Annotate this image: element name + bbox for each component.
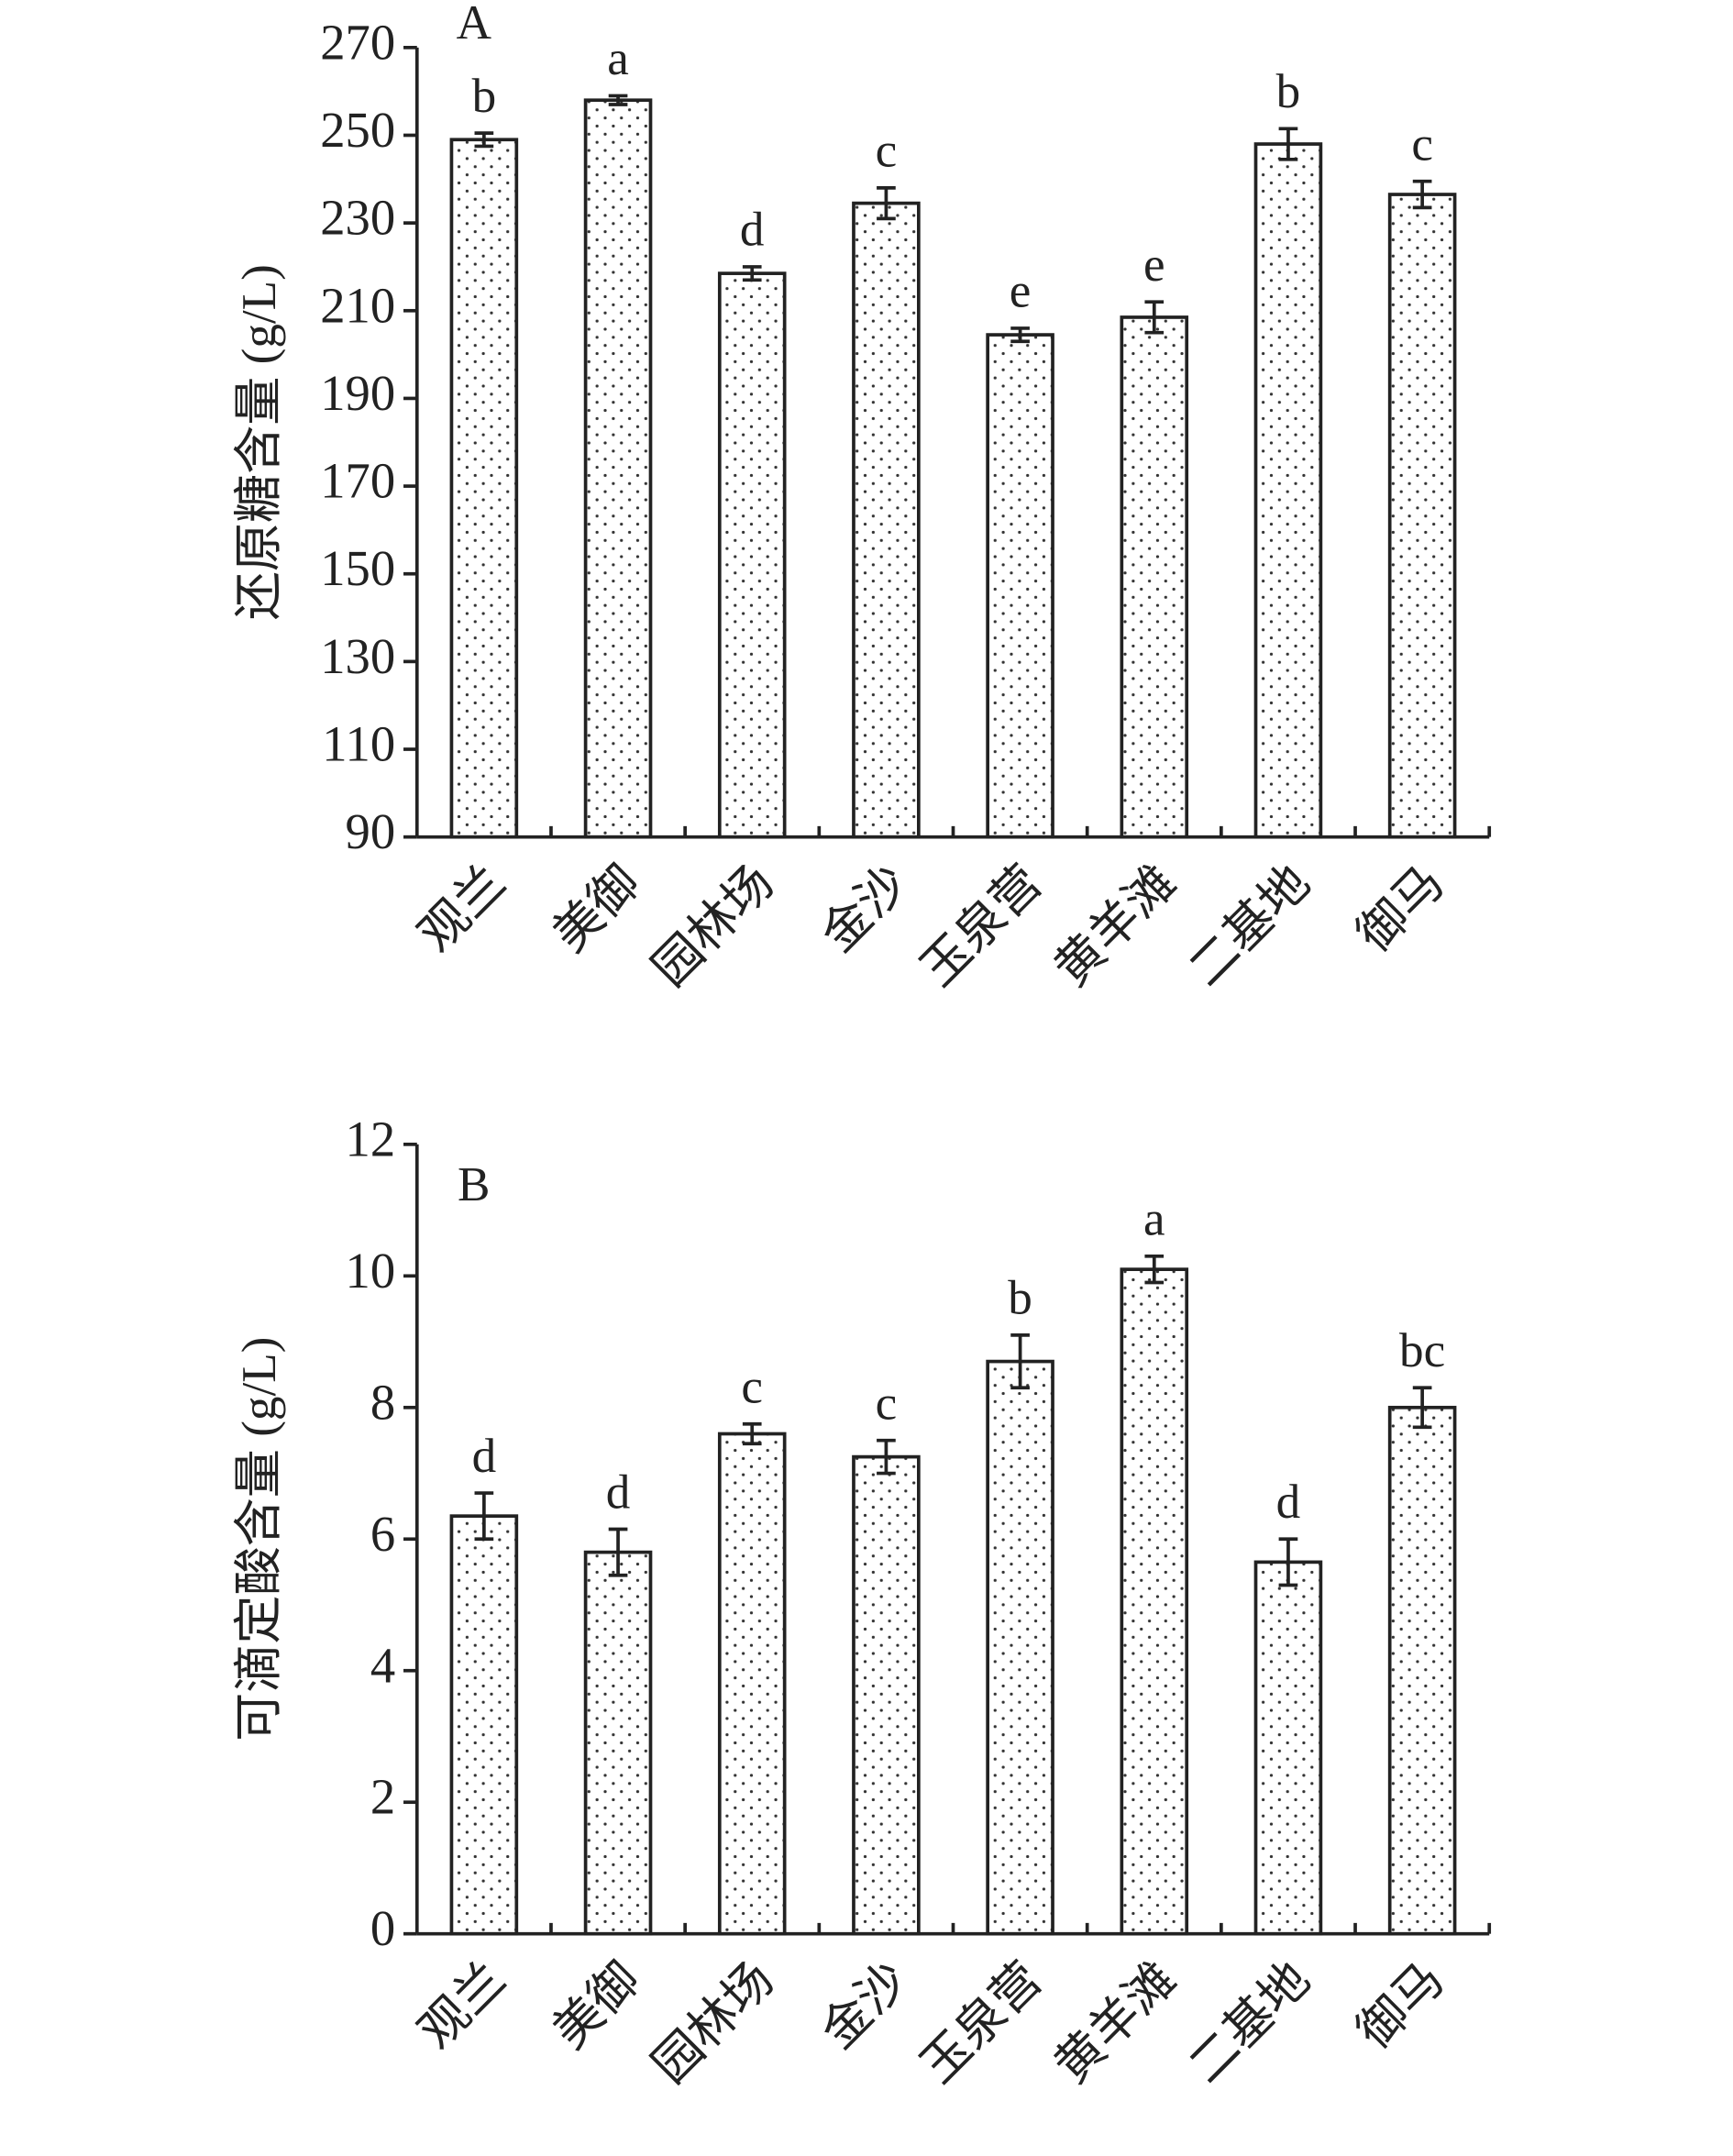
significance-label: d bbox=[740, 204, 765, 257]
x-tick-label: 金沙 bbox=[811, 1952, 918, 2059]
error-bar bbox=[742, 265, 762, 282]
error-bar bbox=[1278, 127, 1298, 161]
bar bbox=[717, 271, 787, 839]
bar bbox=[1253, 142, 1323, 839]
y-axis-label: 可滴定酸含量 (g/L) bbox=[233, 1337, 286, 1741]
y-tick-label: 150 bbox=[320, 540, 395, 596]
x-tick-label: 玉泉营 bbox=[911, 1952, 1053, 2094]
y-tick-label: 90 bbox=[346, 803, 396, 859]
x-tick-label: 玉泉营 bbox=[911, 856, 1053, 997]
significance-label: b bbox=[1008, 1272, 1032, 1325]
error-bar bbox=[1412, 179, 1432, 210]
y-tick-label: 250 bbox=[320, 102, 395, 158]
error-bar bbox=[1412, 1386, 1432, 1430]
y-tick-label: 270 bbox=[320, 14, 395, 70]
x-tick-label: 观兰 bbox=[410, 856, 516, 962]
y-tick-label: 0 bbox=[370, 1900, 395, 1956]
bar bbox=[583, 1550, 653, 1936]
significance-label: c bbox=[876, 125, 898, 178]
y-tick-label: 110 bbox=[322, 716, 395, 772]
panel-label: B bbox=[458, 1158, 490, 1211]
error-bar bbox=[608, 1527, 628, 1577]
error-bar bbox=[877, 1438, 896, 1476]
y-tick-label: 130 bbox=[320, 628, 395, 684]
error-bar bbox=[1144, 1254, 1165, 1285]
error-bar bbox=[474, 131, 494, 149]
x-tick-label: 二基地 bbox=[1179, 1952, 1320, 2094]
significance-label: b bbox=[1276, 65, 1301, 118]
significance-label: bc bbox=[1399, 1324, 1445, 1377]
significance-label: c bbox=[1411, 117, 1433, 171]
significance-label: e bbox=[1010, 265, 1032, 318]
bar bbox=[717, 1432, 787, 1936]
error-bar bbox=[742, 1421, 762, 1446]
error-bar bbox=[1144, 300, 1165, 335]
significance-label: b bbox=[472, 70, 497, 123]
bar bbox=[449, 1514, 519, 1936]
y-tick-label: 4 bbox=[370, 1637, 395, 1693]
y-tick-label: 8 bbox=[370, 1374, 395, 1430]
significance-label: d bbox=[1276, 1476, 1301, 1529]
error-bar bbox=[608, 94, 628, 106]
error-bar bbox=[1010, 1333, 1030, 1390]
bar bbox=[986, 333, 1054, 839]
significance-label: c bbox=[741, 1360, 763, 1413]
bar bbox=[852, 201, 921, 839]
x-tick-label: 园林场 bbox=[643, 1952, 784, 2094]
x-tick-label: 黄羊滩 bbox=[1045, 1952, 1187, 2094]
y-axis-label: 还原糖含量 (g/L) bbox=[233, 264, 286, 620]
y-tick-label: 10 bbox=[346, 1243, 396, 1299]
y-tick-label: 190 bbox=[320, 365, 395, 421]
error-bar bbox=[877, 186, 896, 221]
x-tick-label: 二基地 bbox=[1179, 856, 1320, 997]
bar bbox=[1120, 315, 1189, 839]
y-tick-label: 230 bbox=[320, 190, 395, 246]
bar bbox=[986, 1359, 1054, 1936]
error-bar bbox=[1278, 1537, 1298, 1587]
y-tick-label: 170 bbox=[320, 453, 395, 509]
bar bbox=[1387, 193, 1457, 839]
significance-label: d bbox=[472, 1430, 497, 1483]
bar bbox=[1387, 1405, 1457, 1936]
bar bbox=[583, 98, 653, 839]
bar bbox=[1120, 1267, 1189, 1936]
y-tick-label: 12 bbox=[346, 1111, 396, 1166]
significance-label: e bbox=[1143, 238, 1165, 292]
significance-label: c bbox=[876, 1377, 898, 1430]
x-tick-label: 御马 bbox=[1348, 1952, 1454, 2059]
x-tick-label: 黄羊滩 bbox=[1045, 856, 1187, 997]
x-tick-label: 美御 bbox=[544, 1952, 650, 2059]
error-bar bbox=[1010, 326, 1030, 344]
significance-label: a bbox=[607, 32, 629, 85]
bar bbox=[449, 138, 519, 839]
bar bbox=[1253, 1560, 1323, 1936]
x-tick-label: 御马 bbox=[1348, 856, 1454, 962]
y-tick-label: 210 bbox=[320, 277, 395, 333]
y-tick-label: 6 bbox=[370, 1506, 395, 1562]
bar bbox=[852, 1454, 921, 1936]
x-tick-label: 观兰 bbox=[410, 1952, 516, 2059]
significance-label: a bbox=[1143, 1193, 1165, 1246]
panel-label: A bbox=[457, 0, 491, 50]
x-tick-label: 园林场 bbox=[643, 856, 784, 997]
error-bar bbox=[474, 1491, 494, 1542]
x-tick-label: 美御 bbox=[544, 856, 650, 962]
y-tick-label: 2 bbox=[370, 1769, 395, 1825]
x-tick-label: 金沙 bbox=[811, 856, 918, 962]
significance-label: d bbox=[606, 1465, 631, 1519]
